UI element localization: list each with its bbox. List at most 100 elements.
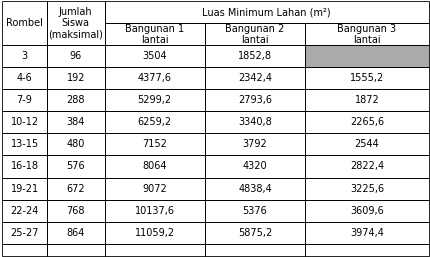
- Bar: [2, 244, 47, 256]
- Text: 11059,2: 11059,2: [134, 228, 174, 237]
- Text: 8064: 8064: [142, 161, 166, 171]
- Text: 7-9: 7-9: [17, 95, 32, 105]
- Text: 768: 768: [66, 206, 85, 216]
- Text: 96: 96: [70, 51, 82, 61]
- Bar: [2, 222, 47, 244]
- Bar: [104, 155, 204, 178]
- Text: 576: 576: [66, 161, 85, 171]
- Bar: [2, 178, 47, 199]
- Bar: [204, 244, 304, 256]
- Text: 1555,2: 1555,2: [349, 74, 383, 83]
- Text: 22-24: 22-24: [10, 206, 39, 216]
- Text: Luas Minimum Lahan (m²): Luas Minimum Lahan (m²): [202, 7, 330, 17]
- Bar: [304, 45, 428, 67]
- Bar: [204, 133, 304, 155]
- Text: Jumlah
Siswa
(maksimal): Jumlah Siswa (maksimal): [48, 7, 103, 40]
- Text: 2265,6: 2265,6: [349, 117, 383, 127]
- Text: 3609,6: 3609,6: [349, 206, 383, 216]
- Text: Bangunan 3
lantai: Bangunan 3 lantai: [337, 24, 396, 45]
- Text: 4-6: 4-6: [17, 74, 32, 83]
- Bar: [204, 155, 304, 178]
- Text: 288: 288: [66, 95, 85, 105]
- Text: 192: 192: [66, 74, 85, 83]
- Bar: [104, 45, 204, 67]
- Text: Rombel: Rombel: [6, 18, 43, 28]
- Bar: [104, 133, 204, 155]
- Bar: [204, 23, 304, 45]
- Bar: [47, 45, 104, 67]
- Bar: [304, 178, 428, 199]
- Text: 9072: 9072: [142, 183, 167, 194]
- Bar: [2, 112, 47, 133]
- Bar: [204, 222, 304, 244]
- Bar: [104, 23, 204, 45]
- Text: 16-18: 16-18: [10, 161, 38, 171]
- Text: 10-12: 10-12: [10, 117, 39, 127]
- Text: 480: 480: [66, 140, 85, 150]
- Text: 3340,8: 3340,8: [237, 117, 271, 127]
- Bar: [2, 155, 47, 178]
- Bar: [204, 199, 304, 222]
- Bar: [104, 67, 204, 89]
- Bar: [47, 133, 104, 155]
- Bar: [204, 45, 304, 67]
- Text: 5299,2: 5299,2: [137, 95, 172, 105]
- Text: 19-21: 19-21: [10, 183, 39, 194]
- Text: 384: 384: [66, 117, 85, 127]
- Text: 3: 3: [22, 51, 28, 61]
- Text: 7152: 7152: [142, 140, 167, 150]
- Bar: [304, 23, 428, 45]
- Bar: [104, 222, 204, 244]
- Text: 864: 864: [66, 228, 85, 237]
- Bar: [47, 89, 104, 112]
- Bar: [304, 67, 428, 89]
- Bar: [104, 199, 204, 222]
- Bar: [104, 1, 428, 23]
- Bar: [2, 199, 47, 222]
- Bar: [47, 178, 104, 199]
- Text: 2822,4: 2822,4: [349, 161, 383, 171]
- Bar: [104, 244, 204, 256]
- Text: Bangunan 2
lantai: Bangunan 2 lantai: [225, 24, 284, 45]
- Text: 3974,4: 3974,4: [349, 228, 383, 237]
- Bar: [304, 222, 428, 244]
- Text: 672: 672: [66, 183, 85, 194]
- Bar: [204, 112, 304, 133]
- Bar: [47, 112, 104, 133]
- Text: 2342,4: 2342,4: [237, 74, 271, 83]
- Text: 6259,2: 6259,2: [137, 117, 172, 127]
- Bar: [2, 133, 47, 155]
- Text: 10137,6: 10137,6: [135, 206, 174, 216]
- Text: 25-27: 25-27: [10, 228, 39, 237]
- Bar: [204, 67, 304, 89]
- Text: Bangunan 1
lantai: Bangunan 1 lantai: [125, 24, 184, 45]
- Bar: [104, 89, 204, 112]
- Text: 2793,6: 2793,6: [237, 95, 271, 105]
- Bar: [47, 222, 104, 244]
- Bar: [2, 89, 47, 112]
- Bar: [2, 1, 47, 45]
- Text: 3792: 3792: [242, 140, 267, 150]
- Text: 4377,6: 4377,6: [137, 74, 171, 83]
- Text: 1852,8: 1852,8: [237, 51, 271, 61]
- Text: 1872: 1872: [354, 95, 378, 105]
- Text: 4838,4: 4838,4: [237, 183, 271, 194]
- Text: 5875,2: 5875,2: [237, 228, 271, 237]
- Bar: [47, 199, 104, 222]
- Bar: [304, 155, 428, 178]
- Bar: [47, 67, 104, 89]
- Bar: [47, 244, 104, 256]
- Text: 3504: 3504: [142, 51, 166, 61]
- Text: 5376: 5376: [242, 206, 267, 216]
- Bar: [304, 133, 428, 155]
- Text: 3225,6: 3225,6: [349, 183, 383, 194]
- Bar: [304, 199, 428, 222]
- Text: 2544: 2544: [354, 140, 378, 150]
- Bar: [304, 244, 428, 256]
- Text: 4320: 4320: [242, 161, 267, 171]
- Bar: [47, 155, 104, 178]
- Bar: [2, 67, 47, 89]
- Bar: [204, 178, 304, 199]
- Bar: [304, 45, 428, 67]
- Bar: [304, 112, 428, 133]
